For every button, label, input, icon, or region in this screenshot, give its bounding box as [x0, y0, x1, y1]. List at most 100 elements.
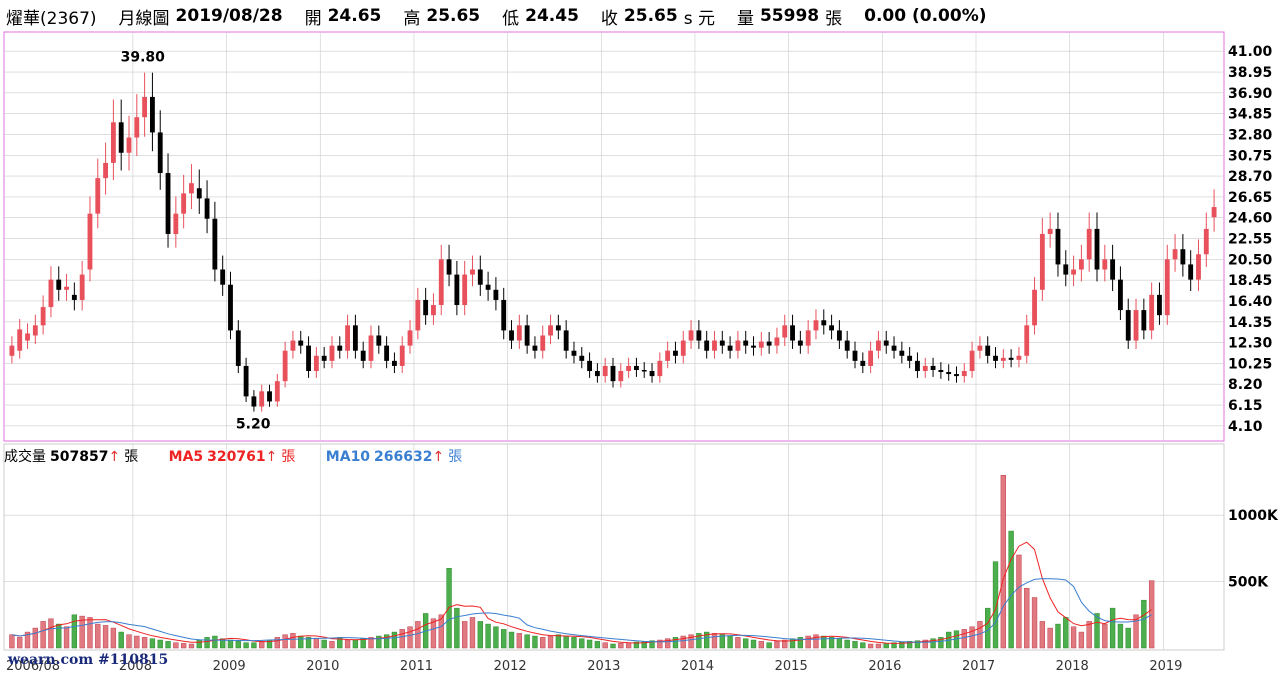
volume-bar	[9, 634, 15, 649]
candle-body	[407, 330, 413, 346]
volume-bar	[688, 634, 694, 649]
candle-body	[680, 340, 686, 356]
high-label: 高	[403, 8, 421, 29]
volume-bar	[251, 642, 257, 649]
volume-bar	[501, 629, 507, 649]
candle-body	[415, 299, 421, 331]
volume-bar	[1125, 627, 1131, 649]
quote-date: 2019/08/28	[175, 6, 283, 26]
candle-body	[1141, 310, 1147, 331]
price-tick-label: 36.90	[1228, 86, 1273, 102]
volume-bar	[399, 629, 405, 649]
volume-bar	[454, 607, 460, 649]
volume-bar	[602, 642, 608, 649]
volume-bar	[235, 641, 241, 649]
volume-bar	[657, 639, 663, 649]
candle-body	[641, 369, 647, 372]
candle-body	[727, 345, 733, 351]
candle-body	[142, 96, 148, 118]
candle-body	[134, 117, 140, 138]
candle-body	[915, 360, 920, 372]
candle-body	[1086, 228, 1092, 260]
volume-bar	[32, 627, 38, 649]
volume-bar	[173, 642, 179, 649]
candle-body	[875, 340, 881, 351]
candle-body	[282, 350, 288, 382]
volume-bar	[805, 635, 811, 649]
volume-bar	[305, 637, 312, 649]
volume-bar	[87, 617, 93, 649]
candle-body	[1055, 228, 1061, 265]
volume-bar	[329, 641, 335, 649]
watermark: wearn.com #110815	[8, 652, 168, 668]
candle-body	[735, 340, 741, 351]
candle-body	[1094, 228, 1100, 270]
volume-bar	[547, 635, 554, 649]
volume-bar	[711, 633, 718, 649]
volume-bar	[79, 615, 85, 649]
candle-body	[470, 269, 475, 275]
candle-body	[844, 340, 850, 351]
candle-body	[860, 360, 866, 366]
volume-bar	[118, 631, 124, 649]
candle-body	[571, 350, 577, 356]
volume-bar	[992, 561, 999, 649]
price-tick-label: 6.15	[1228, 398, 1263, 414]
volume-bar	[914, 640, 921, 649]
candle-body	[485, 284, 491, 290]
candle-body	[462, 274, 468, 306]
volume-bar	[1102, 623, 1108, 649]
candle-body	[32, 325, 38, 336]
volume-bar	[696, 633, 702, 649]
candle-body	[868, 350, 874, 366]
low-label: 低	[502, 8, 520, 29]
volume-bar	[524, 634, 530, 649]
price-annotations: 39.80 5.20	[121, 49, 271, 432]
candle-body	[228, 284, 233, 331]
price-tick-label: 8.20	[1228, 377, 1263, 393]
volume-bar	[344, 639, 351, 649]
volume-bar	[860, 642, 866, 649]
volume-bar	[204, 637, 210, 649]
volume-bar	[579, 638, 585, 649]
volume-bar	[664, 638, 671, 649]
volume-bar	[63, 626, 70, 649]
candle-body	[555, 325, 561, 331]
volume-bar	[532, 635, 538, 649]
candle-body	[696, 330, 702, 341]
candle-body	[587, 360, 593, 372]
ma10-legend-label: MA10	[325, 449, 371, 465]
volume-bar	[750, 639, 757, 649]
open-label: 開	[304, 8, 322, 29]
candle-body	[610, 365, 616, 382]
volume-bar	[391, 631, 398, 649]
candle-body	[969, 350, 975, 372]
volume-bar	[102, 625, 109, 649]
candle-body	[836, 330, 842, 341]
candle-body	[805, 330, 811, 346]
volume-bar	[1039, 621, 1046, 649]
candle-body	[267, 391, 272, 402]
price-tick-label: 4.10	[1228, 419, 1263, 435]
volume-bar	[1086, 621, 1092, 649]
volume-bar	[1047, 627, 1053, 649]
candle-body	[938, 369, 944, 373]
candle-body	[1164, 259, 1170, 316]
candle-body	[883, 340, 889, 346]
volume-bar	[438, 614, 444, 649]
candle-body	[220, 269, 226, 285]
candle-body	[9, 345, 15, 356]
volume-bar	[48, 618, 54, 649]
volume-bar	[368, 637, 374, 649]
candle-body	[103, 162, 109, 179]
price-tick-label: 14.35	[1228, 315, 1272, 331]
volume-bar	[743, 638, 749, 649]
volume-bar	[618, 643, 624, 649]
candle-body	[985, 345, 991, 356]
candle-body	[602, 365, 608, 377]
ma5-line	[11, 541, 1152, 644]
candle-body	[548, 325, 553, 336]
volume-legend-label: 成交量	[4, 449, 46, 465]
volume-bar	[1109, 607, 1116, 649]
price-tick-label: 10.25	[1228, 356, 1272, 372]
